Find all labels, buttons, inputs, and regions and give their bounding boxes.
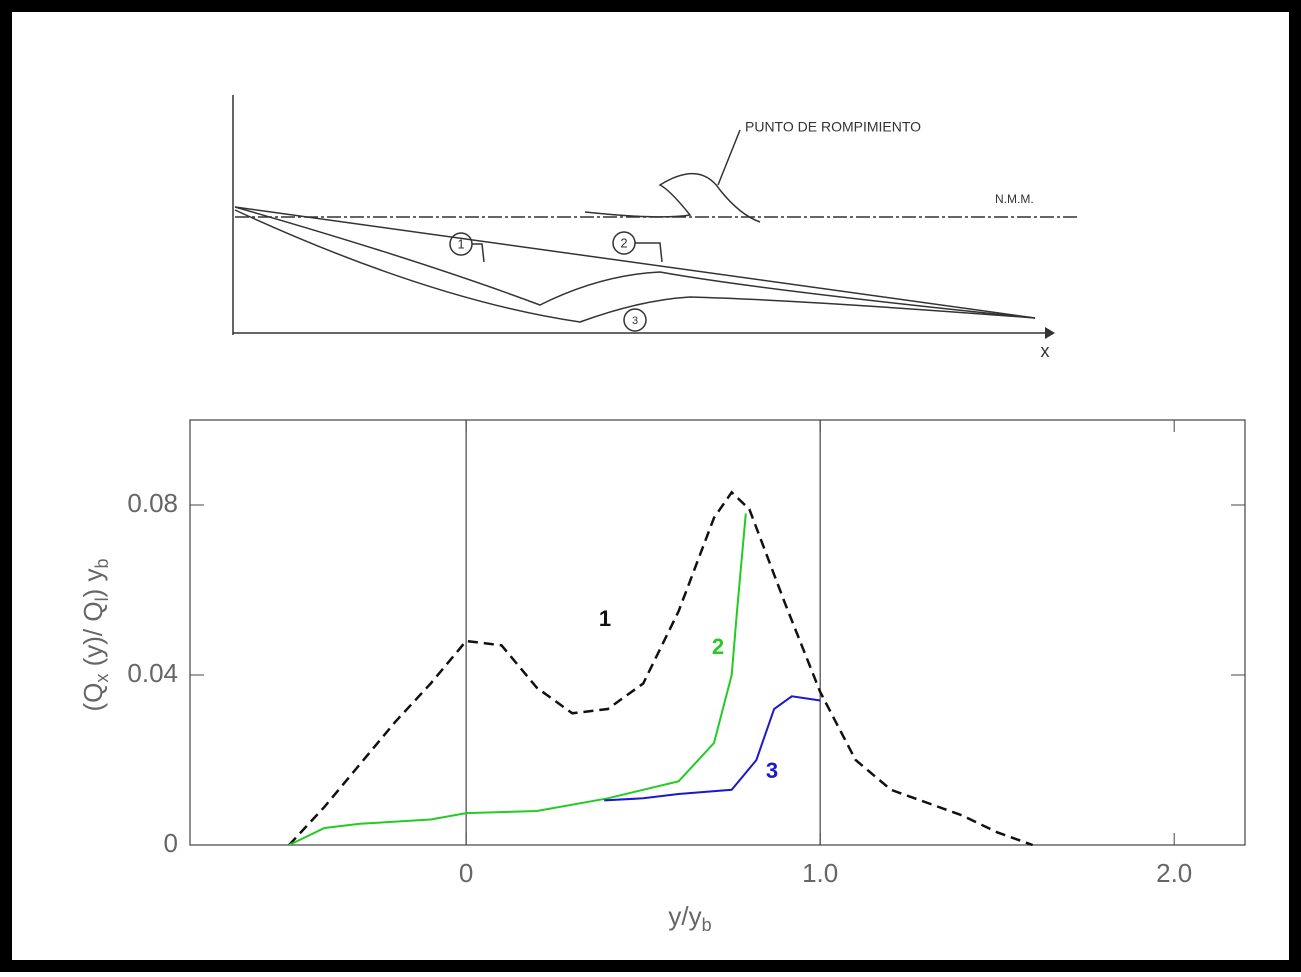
- profile: [234, 206, 1036, 319]
- arrow: [1045, 327, 1055, 339]
- y-tick-label: 0.08: [127, 488, 178, 518]
- x-axis-label: y/yb: [668, 901, 711, 935]
- y-tick-label: 0.04: [127, 658, 178, 688]
- pointer: [472, 243, 485, 263]
- label-part: x: [92, 674, 112, 683]
- label-part: (y)/ Q: [78, 601, 108, 673]
- series-line: [604, 695, 821, 802]
- circle: [623, 308, 647, 332]
- sketch-label: PUNTO DE ROMPIMIENTO: [745, 119, 921, 135]
- series-line: [288, 490, 1034, 847]
- sketch-label: 2: [620, 235, 627, 250]
- wave: [584, 172, 761, 223]
- sketch: PUNTO DE ROMPIMIENTO N.M.M. x 1 2 3: [232, 95, 1080, 361]
- series-label: 3: [766, 758, 778, 783]
- profile: [234, 209, 1036, 323]
- label-part: y/y: [668, 901, 701, 931]
- label-part: b: [702, 915, 712, 935]
- label-part: l: [92, 597, 112, 601]
- label-part: b: [92, 558, 112, 568]
- series-label: 2: [712, 634, 724, 659]
- sketch-label: x: [1041, 341, 1050, 361]
- series-label: 1: [599, 606, 611, 631]
- x-tick-label: 0: [459, 858, 473, 888]
- pointer: [717, 129, 741, 186]
- x-tick-label: 2.0: [1156, 858, 1192, 888]
- canvas: [12, 12, 1289, 960]
- sketch-label: 3: [632, 315, 638, 327]
- sketch-label: 1: [457, 236, 464, 251]
- plot-frame: [189, 419, 1246, 846]
- label-part: (Q: [78, 683, 108, 712]
- pointer: [635, 242, 663, 263]
- y-tick-label: 0: [164, 828, 178, 858]
- sketch-label: N.M.M.: [995, 192, 1034, 206]
- label-part: ) y: [78, 569, 108, 598]
- y-axis-label: (Qx (y)/ Ql) yb: [78, 558, 112, 711]
- profile: [234, 206, 1036, 319]
- series-line: [288, 513, 747, 846]
- x-tick-label: 1.0: [802, 858, 838, 888]
